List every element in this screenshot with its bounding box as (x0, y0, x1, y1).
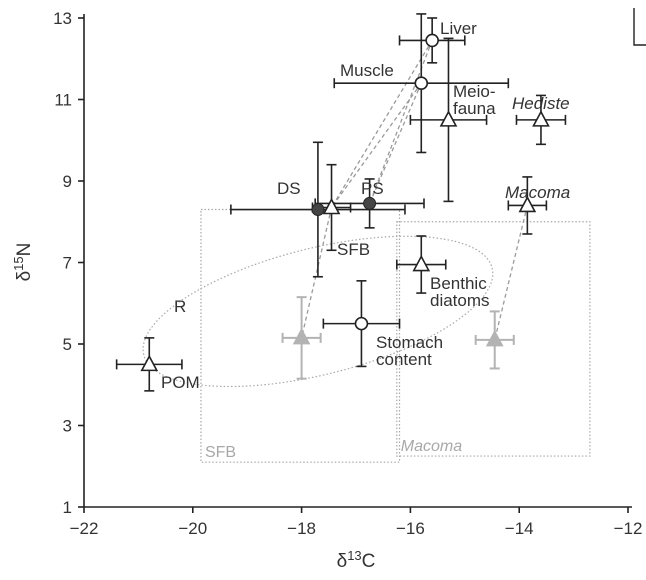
sfb-label-line: SFB (337, 240, 370, 259)
y-tick-label: 9 (63, 172, 72, 191)
ps-label-line: PS (361, 179, 384, 198)
meiofauna-marker (439, 110, 458, 127)
connector-sfb-sfb-corrected (300, 207, 333, 339)
connector-liver-sfb (330, 40, 433, 208)
y-tick-label: 3 (63, 417, 72, 436)
y-tick-label: 11 (54, 91, 72, 110)
macoma-corrected-marker (485, 329, 504, 347)
macoma-box-label: Macoma (401, 438, 462, 455)
ellipse-label: R (174, 297, 186, 316)
meiofauna-label-line: fauna (453, 99, 496, 118)
benthic-label-line: Benthic (430, 274, 487, 293)
x-tick-label: −18 (287, 519, 316, 538)
benthic-marker (412, 254, 431, 272)
meiofauna-label: Meio-fauna (453, 82, 496, 118)
ps-label: PS (361, 179, 384, 198)
point-labels: Liver Muscle Meio-fauna Hediste Macoma DS PS SF… (161, 19, 570, 392)
muscle-label: Muscle (340, 61, 394, 80)
connector-muscle-ps (369, 82, 422, 204)
muscle-label-line: Muscle (340, 61, 394, 80)
liver-label-line: Liver (440, 19, 477, 38)
benthic-label: Benthic diatoms (430, 274, 490, 310)
ds-label-line: DS (277, 179, 301, 198)
sfb-corrected-marker (292, 327, 311, 345)
x-tick-label: −22 (70, 519, 99, 538)
stomach-marker (354, 316, 369, 331)
x-tick-label: −12 (614, 519, 643, 538)
liver-label: Liver (440, 19, 477, 38)
pom-label-line: POM (161, 373, 200, 392)
liver-marker (425, 33, 439, 48)
y-tick-label: 13 (53, 9, 72, 28)
hediste-label-line: Hediste (512, 94, 570, 113)
sfb-label: SFB (337, 240, 370, 259)
y-axis-title: δ15N (11, 243, 35, 282)
sfb-marker (322, 197, 341, 215)
connector-macoma-macoma-corrected (494, 205, 528, 341)
hediste-label: Hediste (512, 94, 570, 113)
ds-label: DS (277, 179, 301, 198)
y-tick-label: 1 (63, 498, 72, 517)
y-tick-label: 7 (63, 254, 72, 273)
pom-label: POM (161, 373, 200, 392)
connector-muscle-sfb (330, 82, 422, 208)
x-tick-label: −14 (505, 519, 534, 538)
muscle-marker (414, 76, 429, 90)
benthic-label-line: diatoms (430, 291, 490, 310)
macoma-label-line: Macoma (505, 183, 570, 202)
point-markers (140, 33, 550, 372)
panel-corner (633, 8, 646, 46)
meiofauna-label-line: Meio- (453, 82, 496, 101)
hediste-marker (532, 110, 550, 127)
x-axis-title: δ13C (337, 548, 376, 572)
ps-marker (363, 196, 377, 210)
stomach-label: Stomach content (376, 333, 443, 369)
x-tick-label: −16 (396, 519, 425, 538)
stomach-label-line: content (376, 350, 432, 369)
macoma-marker (518, 195, 537, 213)
ds-marker (311, 203, 325, 217)
pom-marker (140, 354, 159, 372)
x-tick-label: −20 (178, 519, 207, 538)
y-tick-label: 5 (63, 335, 72, 354)
macoma-label: Macoma (505, 183, 570, 202)
sfb-box-label: SFB (205, 444, 236, 461)
stomach-label-line: Stomach (376, 333, 443, 352)
